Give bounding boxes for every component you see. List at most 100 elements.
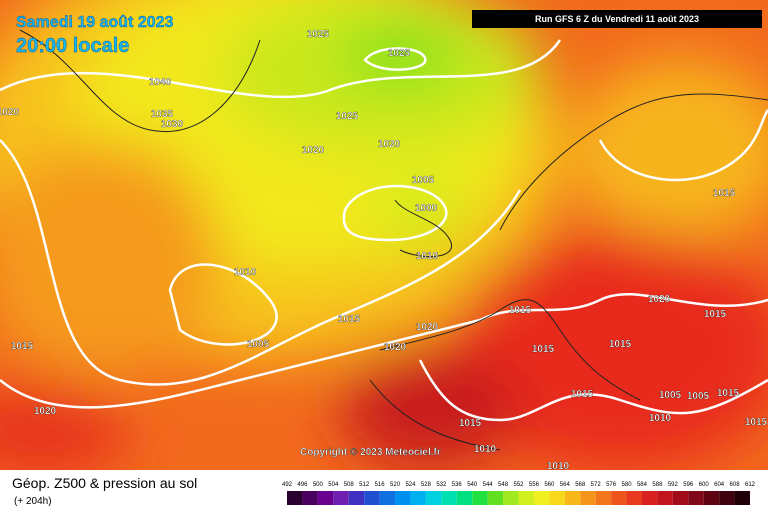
scale-swatch bbox=[317, 491, 334, 505]
scale-label: 500 bbox=[313, 482, 324, 488]
scale-swatch bbox=[672, 491, 689, 505]
isobars bbox=[0, 39, 768, 422]
isobar-label: 1020 bbox=[34, 406, 57, 417]
isobar-label: 1015 bbox=[713, 188, 736, 199]
scale-swatch bbox=[348, 491, 365, 505]
isobar-label: 1015 bbox=[509, 305, 532, 316]
scale-swatch bbox=[503, 491, 519, 505]
scale-label: 580 bbox=[622, 482, 633, 488]
scale-swatch bbox=[487, 491, 504, 505]
isobar-label: 1015 bbox=[571, 389, 594, 400]
scale-swatch bbox=[456, 491, 473, 505]
scale-swatch bbox=[703, 491, 720, 505]
scale-swatch bbox=[580, 491, 596, 505]
scale-label: 528 bbox=[421, 482, 432, 488]
isobar-label: 1015 bbox=[609, 339, 632, 350]
isobar-label: 1020 bbox=[378, 139, 401, 150]
scale-label: 600 bbox=[699, 482, 710, 488]
scale-swatch bbox=[641, 491, 658, 505]
run-box bbox=[472, 10, 762, 28]
scale-swatch bbox=[564, 491, 581, 505]
isobar-label: 1010 bbox=[234, 267, 257, 278]
legend-title: Géop. Z500 & pression au sol bbox=[12, 475, 197, 491]
scale-label: 492 bbox=[282, 482, 293, 488]
scale-label: 572 bbox=[591, 482, 602, 488]
scale-swatch bbox=[333, 491, 349, 505]
scale-label: 516 bbox=[375, 482, 386, 488]
scale-swatch bbox=[549, 491, 565, 505]
isobar-label: 1020 bbox=[384, 342, 407, 353]
isobar-label: 1020 bbox=[648, 294, 671, 305]
isobar-label: 1020 bbox=[416, 322, 439, 333]
isobar-label: 1015 bbox=[338, 314, 361, 325]
scale-swatch bbox=[379, 491, 396, 505]
scale-label: 576 bbox=[606, 482, 617, 488]
isobar-label: 1000 bbox=[415, 203, 438, 214]
isobar-label: 1005 bbox=[247, 339, 270, 350]
isobar-label: 1010 bbox=[474, 444, 497, 455]
scale-swatch bbox=[657, 491, 673, 505]
scale-swatch bbox=[395, 491, 411, 505]
scale-swatch bbox=[626, 491, 642, 505]
copyright: Copyright © 2023 Meteociel.fr bbox=[300, 447, 441, 458]
isobar-label: 1005 bbox=[687, 391, 710, 402]
scale-label: 504 bbox=[328, 482, 339, 488]
scale-swatch bbox=[410, 491, 426, 505]
scale-label: 584 bbox=[637, 482, 648, 488]
scale-label: 512 bbox=[359, 482, 370, 488]
isobar-label: 1020 bbox=[0, 107, 20, 118]
scale-label: 560 bbox=[544, 482, 555, 488]
isobar-label: 1025 bbox=[336, 111, 359, 122]
isobar-label: 1015 bbox=[459, 418, 482, 429]
map-field bbox=[0, 0, 768, 470]
scale-swatch bbox=[287, 491, 303, 505]
scale-swatch bbox=[734, 491, 750, 505]
isobar-label: 1005 bbox=[659, 390, 682, 401]
scale-label: 532 bbox=[436, 482, 447, 488]
scale-swatch bbox=[302, 491, 318, 505]
scale-swatch bbox=[425, 491, 442, 505]
scale-label: 564 bbox=[560, 482, 571, 488]
isobar-label: 1015 bbox=[717, 388, 740, 399]
scale-label: 540 bbox=[467, 482, 478, 488]
scale-label: 596 bbox=[683, 482, 694, 488]
scale-label: 608 bbox=[730, 482, 741, 488]
isobar-label: 1015 bbox=[745, 417, 768, 428]
isobar-label: 1015 bbox=[11, 341, 34, 352]
isobar-label: 1010 bbox=[649, 413, 672, 424]
forecast-date: Samedi 19 août 2023 bbox=[16, 14, 174, 31]
isobar-label: 1040 bbox=[149, 77, 172, 88]
scale-swatch bbox=[472, 491, 488, 505]
scale-swatch bbox=[611, 491, 627, 505]
scale-label: 612 bbox=[745, 482, 756, 488]
scale-label: 548 bbox=[498, 482, 509, 488]
scale-swatch bbox=[518, 491, 534, 505]
coastlines bbox=[19, 29, 768, 451]
isobar-label: 1030 bbox=[161, 119, 184, 130]
scale-label: 520 bbox=[390, 482, 401, 488]
scale-label: 592 bbox=[668, 482, 679, 488]
scale-label: 544 bbox=[483, 482, 494, 488]
scale-label: 536 bbox=[452, 482, 463, 488]
scale-label: 568 bbox=[575, 482, 586, 488]
run-info: Run GFS 6 Z du Vendredi 11 août 2023 bbox=[535, 14, 699, 24]
forecast-time: 20:00 locale bbox=[16, 35, 129, 57]
isobar-label: 1025 bbox=[307, 29, 330, 40]
scale-swatch bbox=[364, 491, 380, 505]
scale-swatch bbox=[533, 491, 550, 505]
isobar-label: 1015 bbox=[704, 309, 727, 320]
scale-swatch bbox=[595, 491, 612, 505]
scale-swatch bbox=[719, 491, 735, 505]
scale-label: 508 bbox=[344, 482, 355, 488]
isobar-label: 1005 bbox=[412, 175, 435, 186]
isobar-label: 1025 bbox=[388, 48, 411, 59]
isobar-label: 1035 bbox=[151, 109, 174, 120]
isobar-label: 1010 bbox=[416, 251, 439, 262]
lead-time: (+ 204h) bbox=[14, 496, 52, 507]
scale-label: 588 bbox=[652, 482, 663, 488]
scale-label: 604 bbox=[714, 482, 725, 488]
scale-swatch bbox=[688, 491, 704, 505]
scale-label: 552 bbox=[513, 482, 524, 488]
